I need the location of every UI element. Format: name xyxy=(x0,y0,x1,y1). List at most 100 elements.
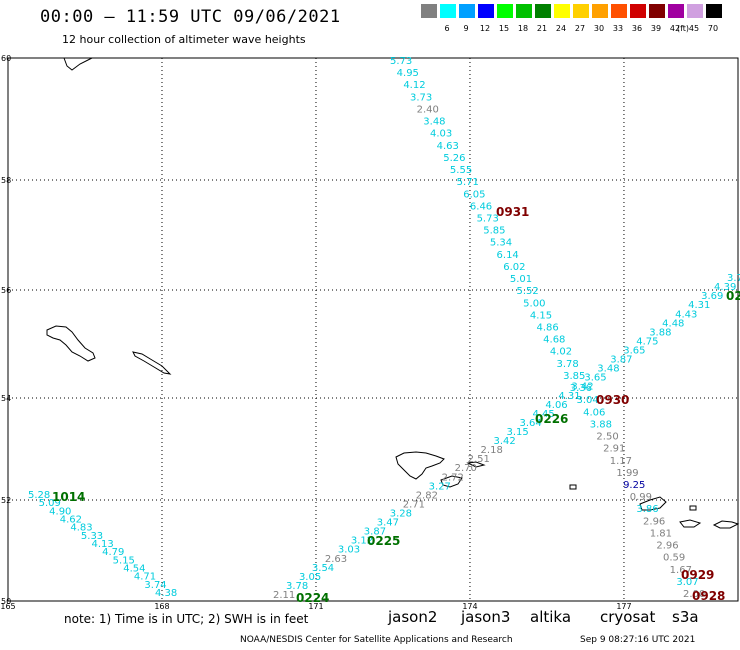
wave-height-value: 3.36 xyxy=(570,383,592,394)
wave-height-value: 5.00 xyxy=(523,298,545,309)
pass-time-label: 0928 xyxy=(692,589,725,603)
wave-height-value: 3.85 xyxy=(563,371,585,382)
wave-height-value: 5.55 xyxy=(450,165,472,176)
wave-height-value: 4.62 xyxy=(60,515,82,526)
wave-height-value: 3.64 xyxy=(519,418,541,429)
wave-height-value: 3.73 xyxy=(410,92,432,103)
wave-height-value: 4.90 xyxy=(49,506,71,517)
wave-height-value: 4.31 xyxy=(688,300,710,311)
wave-height-value: 3.07 xyxy=(676,577,698,588)
legend-label: 21 xyxy=(536,24,548,33)
legend-label: 24 xyxy=(555,24,567,33)
pass-time-label: 0930 xyxy=(596,393,629,407)
map-frame xyxy=(7,57,739,602)
wave-height-value: 2.82 xyxy=(416,490,438,501)
wave-height-value: 3.87 xyxy=(610,355,632,366)
coastlines xyxy=(46,57,740,529)
wave-height-value: 5.01 xyxy=(510,274,532,285)
pass-time-labels: 0931 0930 0929 0928 0226 0225 0224 1014 02 xyxy=(52,205,740,605)
legend-label: 27 xyxy=(574,24,586,33)
wave-height-value: 3.86 xyxy=(636,504,658,515)
legend-swatch xyxy=(478,4,494,18)
lat-label: 56 xyxy=(1,286,11,295)
wave-height-value: 2.71 xyxy=(403,499,425,510)
wave-height-value: 3.87 xyxy=(364,527,386,538)
wave-height-value: 4.02 xyxy=(550,347,572,358)
wave-height-value: 2.96 xyxy=(656,541,678,552)
map-subtitle: 12 hour collection of altimeter wave hei… xyxy=(62,33,306,46)
wave-height-value: 3.48 xyxy=(423,117,445,128)
wave-height-value: 3.72 xyxy=(727,273,740,284)
wave-height-value: 4.03 xyxy=(430,129,452,140)
legend-label: 30 xyxy=(593,24,605,33)
wave-height-value: 4.45 xyxy=(532,409,554,420)
wave-height-value: 9.25 xyxy=(623,480,645,491)
legend-swatch xyxy=(687,4,703,18)
wave-height-value: 5.73 xyxy=(477,213,499,224)
pass-time-label: 0224 xyxy=(296,591,329,605)
pass-time-label: 0931 xyxy=(496,205,529,219)
island-bering xyxy=(46,325,96,362)
legend-label: 33 xyxy=(612,24,624,33)
legend-label: 12 xyxy=(479,24,491,33)
wave-height-value: 5.26 xyxy=(443,153,465,164)
wave-height-value: 4.39 xyxy=(714,282,736,293)
wave-height-value: 4.71 xyxy=(134,572,156,583)
wave-height-value: 2.18 xyxy=(481,445,503,456)
wave-height-value: 3.15 xyxy=(507,427,529,438)
legend-swatch xyxy=(421,4,437,18)
wave-height-value: 3.88 xyxy=(649,327,671,338)
island-rat-islands xyxy=(679,519,702,528)
altimeter-tracks: 5.734.954.123.732.403.484.034.635.265.55… xyxy=(28,56,740,601)
island-agattu xyxy=(440,475,463,488)
legend-label: 36 xyxy=(631,24,643,33)
wave-height-value: 2.40 xyxy=(417,104,439,115)
wave-height-value: 5.73 xyxy=(390,56,412,67)
wave-height-value: 4.15 xyxy=(530,310,552,321)
wave-height-value: 4.83 xyxy=(70,523,92,534)
wave-height-value: 2.96 xyxy=(643,516,665,527)
wave-height-value: 4.86 xyxy=(537,323,559,334)
wave-height-value: 3.78 xyxy=(556,359,578,370)
wave-height-value: 1.67 xyxy=(670,565,692,576)
lat-label: 58 xyxy=(1,176,11,185)
legend-label: 6 xyxy=(444,24,450,33)
wave-height-value: 4.31 xyxy=(558,391,580,402)
lat-label: 52 xyxy=(1,496,11,505)
satellite-cryosat: cryosat xyxy=(600,608,656,626)
lat-label: 60 xyxy=(1,54,11,63)
satellite-altika: altika xyxy=(530,608,572,626)
legend-swatch xyxy=(611,4,627,18)
island-karaginsky xyxy=(63,57,93,71)
wave-height-value: 3.03 xyxy=(338,545,360,556)
lon-label: 168 xyxy=(154,602,169,611)
legend-swatch xyxy=(630,4,646,18)
wave-height-value: 2.50 xyxy=(596,432,618,443)
pass-time-label: 1014 xyxy=(52,490,85,504)
graticule xyxy=(8,58,738,601)
wave-height-value: 3.05 xyxy=(299,572,321,583)
legend-label: 70 xyxy=(707,24,719,33)
legend-swatch xyxy=(573,4,589,18)
wave-height-value: 5.52 xyxy=(517,286,539,297)
island-medny xyxy=(132,351,172,375)
lat-label: 50 xyxy=(1,597,11,606)
legend-label: 9 xyxy=(463,24,469,33)
pass-time-label: 02 xyxy=(726,289,740,303)
legend-swatch xyxy=(554,4,570,18)
wave-height-value: 4.13 xyxy=(92,539,114,550)
wave-height-value: 2.00 xyxy=(683,589,705,600)
wave-height-value: 5.09 xyxy=(39,498,61,509)
wave-height-value: 3.42 xyxy=(571,382,593,393)
legend-swatch xyxy=(459,4,475,18)
island-kiska xyxy=(639,496,667,511)
wave-height-value: 2.51 xyxy=(468,454,490,465)
wave-height-value: 4.95 xyxy=(397,68,419,79)
wave-height-value: 4.68 xyxy=(543,335,565,346)
legend-swatch xyxy=(516,4,532,18)
wave-height-value: 3.54 xyxy=(312,563,334,574)
wave-height-value: 3.78 xyxy=(286,581,308,592)
legend-label: 39 xyxy=(650,24,662,33)
generation-timestamp: Sep 9 08:27:16 UTC 2021 xyxy=(580,635,696,645)
